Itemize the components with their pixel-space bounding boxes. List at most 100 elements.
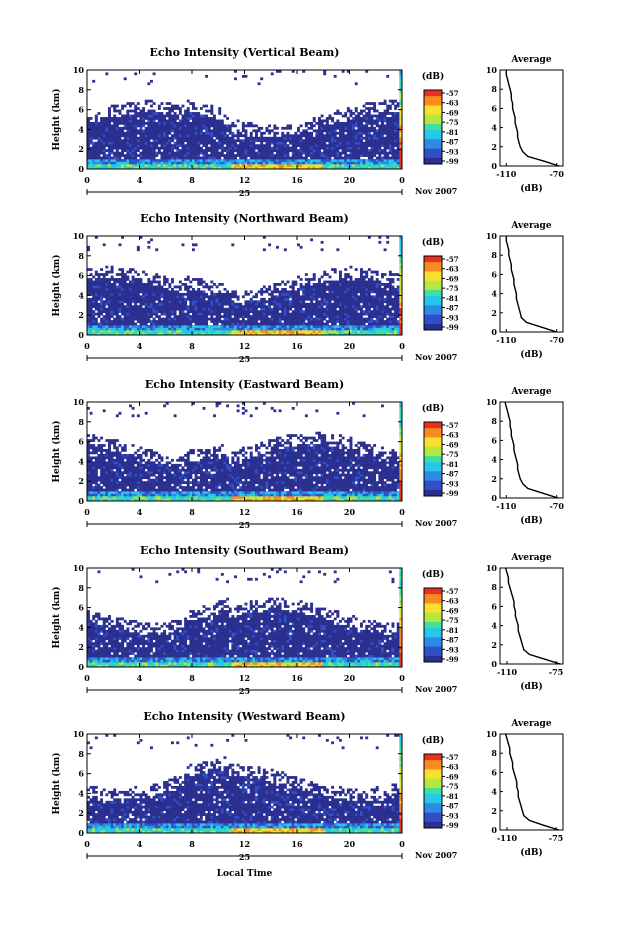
heatmap-cell (276, 139, 279, 143)
heatmap-cell (283, 164, 287, 167)
heatmap-cell (333, 131, 337, 135)
heatmap-cell (97, 290, 101, 294)
heatmap-cell (218, 154, 222, 157)
heatmap-cell (289, 312, 293, 316)
heatmap-cell (370, 146, 374, 150)
heatmap-cell (249, 139, 253, 143)
heatmap-cell (136, 164, 140, 167)
heatmap-cell (108, 159, 111, 162)
heatmap-cell (184, 312, 188, 316)
heatmap-cell (92, 134, 96, 138)
heatmap-cell (218, 159, 222, 162)
heatmap-cell (207, 117, 211, 120)
heatmap-cell (163, 295, 167, 299)
heatmap-cell (302, 302, 306, 306)
heatmap-cell (289, 305, 293, 309)
heatmap-cell (142, 292, 146, 296)
heatmap-cell (194, 146, 198, 150)
heatmap-cell (244, 124, 248, 128)
heatmap-cell (297, 315, 300, 318)
heatmap-cell (189, 305, 193, 309)
heatmap-cell (147, 156, 151, 160)
heatmap-cell (139, 141, 143, 145)
heatmap-cell (123, 332, 127, 336)
heatmap-cell (281, 310, 285, 314)
heatmap-cell (89, 117, 93, 120)
x-tick-label: 4 (137, 175, 143, 185)
heatmap-cell (192, 330, 195, 333)
heatmap-cell (105, 320, 109, 323)
heatmap-cell (315, 322, 319, 326)
heatmap-cell (110, 295, 114, 299)
heatmap-cell (360, 146, 363, 150)
heatmap-cell (155, 159, 159, 162)
heatmap-cell (244, 307, 248, 311)
heatmap-cell (210, 119, 214, 123)
heatmap-cell (121, 119, 125, 123)
heatmap-cell (291, 297, 295, 301)
heatmap-cell (354, 129, 358, 133)
heatmap-cell (89, 139, 93, 143)
heatmap-cell (129, 114, 132, 118)
heatmap-cell (181, 307, 185, 311)
heatmap-cell (357, 305, 361, 309)
heatmap-cell (375, 280, 379, 284)
heatmap-cell (344, 273, 348, 276)
heatmap-cell (92, 149, 96, 152)
heatmap-cell (189, 141, 193, 145)
heatmap-cell (307, 322, 311, 326)
heatmap-cell (244, 159, 248, 162)
heatmap-cell (186, 126, 190, 130)
heatmap-cell (126, 126, 130, 130)
heatmap-cell (176, 164, 180, 167)
heatmap-cell (339, 144, 342, 148)
heatmap-cell (239, 149, 243, 152)
heatmap-cell (394, 156, 398, 160)
heatmap-cell (328, 327, 332, 331)
heatmap-cell (144, 290, 148, 294)
heatmap-cell (257, 151, 261, 155)
heatmap-cell (396, 151, 400, 155)
heatmap-cell (118, 146, 122, 150)
heatmap-cell (304, 312, 308, 316)
heatmap-cell (367, 278, 371, 281)
heatmap-cell (328, 332, 332, 336)
heatmap-cell (312, 141, 316, 145)
heatmap-cell (184, 327, 188, 331)
heatmap-cell (108, 300, 111, 304)
heatmap-cell (139, 330, 143, 333)
heatmap-cell (346, 297, 350, 301)
heatmap-cell (352, 146, 356, 150)
heatmap-cell (168, 283, 172, 286)
heatmap-cell (318, 141, 321, 145)
heatmap-cell (168, 119, 172, 123)
heatmap-cell (155, 312, 159, 316)
heatmap-cell (155, 297, 159, 301)
heatmap-cell (226, 310, 230, 314)
heatmap-cell (265, 305, 269, 309)
heatmap-cell (328, 315, 332, 318)
heatmap-cell (315, 332, 319, 336)
heatmap-cell (129, 156, 132, 160)
heatmap-cell (320, 126, 324, 130)
heatmap-cell (352, 285, 356, 289)
heatmap-cell (373, 114, 377, 118)
y-tick-label: 8 (78, 85, 84, 95)
heatmap-cell (349, 310, 353, 314)
heatmap-cell (94, 302, 98, 306)
heatmap-cell (178, 280, 182, 284)
heatmap-cell (155, 273, 159, 276)
heatmap-cell (186, 124, 190, 128)
heatmap-cell (323, 325, 327, 328)
heatmap-cell (223, 322, 227, 326)
heatmap-cell (139, 325, 143, 328)
heatmap-cell (202, 332, 206, 336)
heatmap-cell (178, 156, 182, 160)
heatmap-cell (126, 131, 130, 135)
heatmap-cell (373, 327, 377, 331)
heatmap-cell (186, 307, 190, 311)
heatmap-cell (215, 126, 219, 130)
heatmap-cell (257, 317, 261, 321)
heatmap-cell (365, 136, 369, 140)
heatmap-cell (134, 297, 138, 301)
